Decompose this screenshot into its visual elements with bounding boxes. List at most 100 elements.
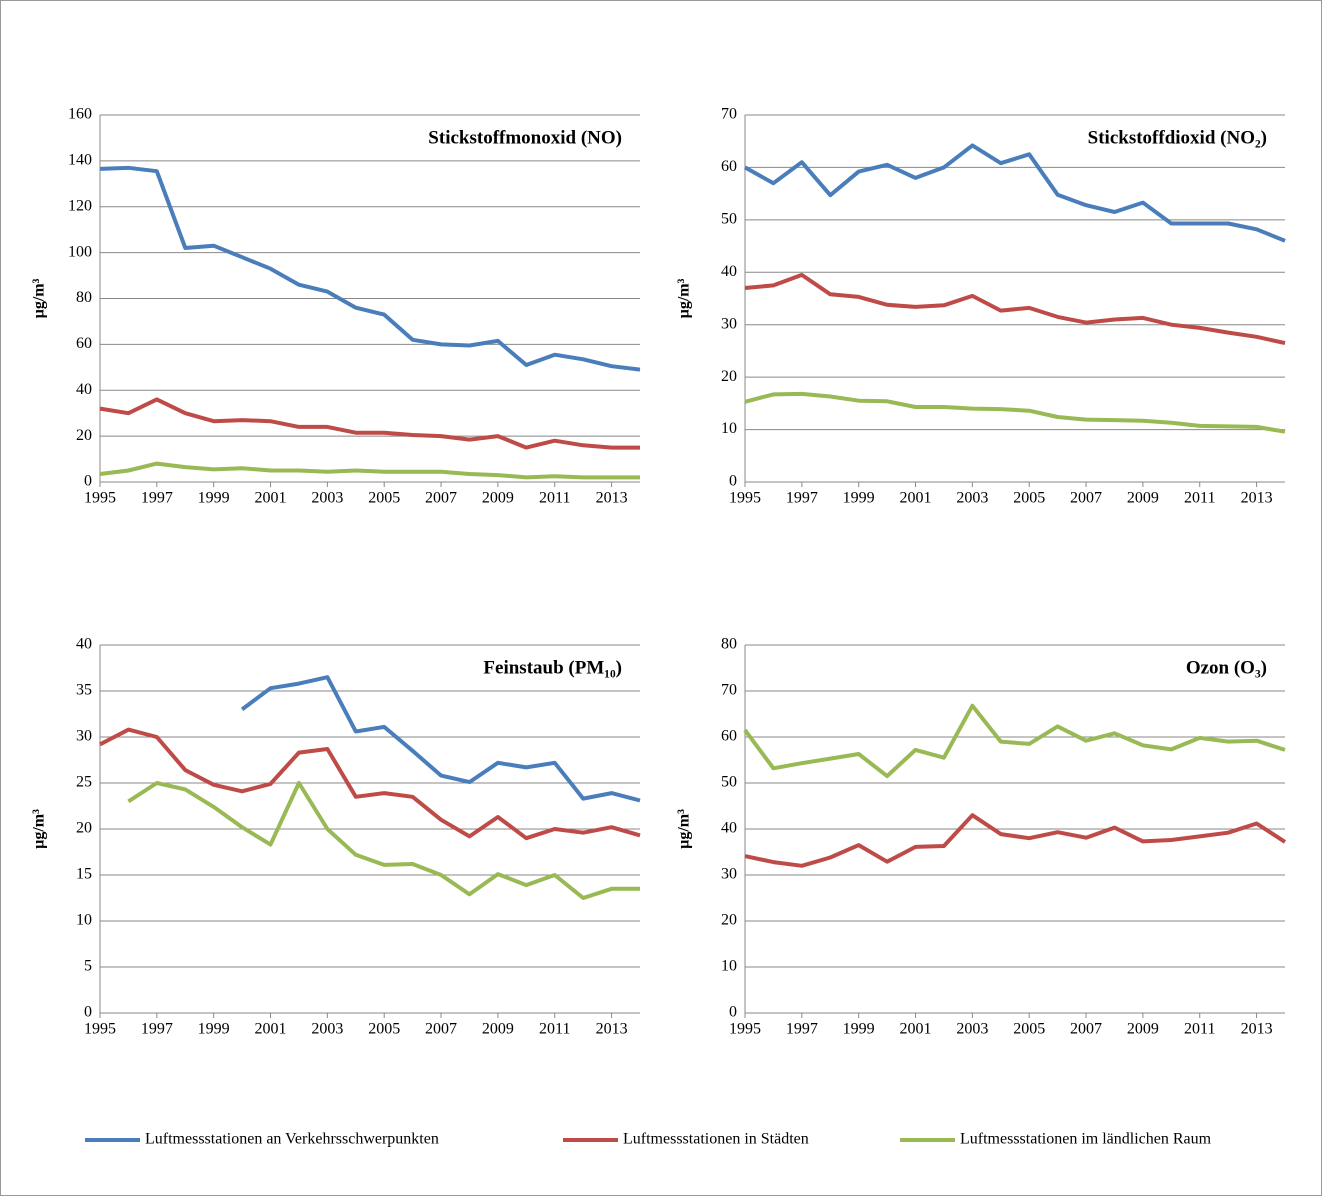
series-line <box>744 272 1286 346</box>
y-tick-label: 10 <box>721 420 737 437</box>
x-tick-label: 2009 <box>1127 1021 1159 1038</box>
x-tick-label: 2007 <box>1070 490 1102 507</box>
x-tick-label: 1997 <box>786 1021 818 1038</box>
y-tick-label: 160 <box>68 106 92 123</box>
y-tick-label: 10 <box>76 912 92 929</box>
x-tick-label: 2001 <box>255 490 287 507</box>
y-tick-label: 30 <box>76 728 92 745</box>
y-axis-label: µg/m³ <box>676 809 693 849</box>
x-tick-label: 1995 <box>729 490 761 507</box>
y-tick-label: 40 <box>721 263 737 280</box>
y-tick-label: 35 <box>76 682 92 699</box>
x-tick-label: 2003 <box>956 1021 988 1038</box>
y-tick-label: 50 <box>721 211 737 228</box>
y-tick-label: 60 <box>76 335 92 352</box>
x-tick-label: 1997 <box>141 490 173 507</box>
y-tick-label: 15 <box>76 866 92 883</box>
y-tick-label: 0 <box>84 1004 92 1021</box>
series-line <box>99 461 640 480</box>
x-tick-label: 1997 <box>786 490 818 507</box>
y-tick-label: 70 <box>721 106 737 123</box>
x-tick-label: 2013 <box>1241 1021 1273 1038</box>
x-tick-label: 1999 <box>843 490 875 507</box>
series-line <box>744 391 1286 434</box>
y-tick-label: 0 <box>84 473 92 490</box>
x-tick-label: 2009 <box>482 490 514 507</box>
series-line <box>744 813 1287 868</box>
y-tick-label: 120 <box>68 197 92 214</box>
series-line <box>744 143 1286 243</box>
y-tick-label: 70 <box>721 682 737 699</box>
y-tick-label: 0 <box>729 473 737 490</box>
x-tick-label: 2011 <box>1184 490 1215 507</box>
x-tick-label: 2003 <box>311 490 343 507</box>
legend-label: Luftmessstationen im ländlichen Raum <box>960 1131 1212 1148</box>
y-tick-label: 80 <box>721 636 737 653</box>
legend-label: Luftmessstationen in Städten <box>623 1131 809 1148</box>
y-tick-label: 20 <box>76 427 92 444</box>
y-tick-label: 140 <box>68 152 92 169</box>
y-tick-label: 30 <box>721 866 737 883</box>
y-tick-label: 80 <box>76 289 92 306</box>
y-tick-label: 60 <box>721 728 737 745</box>
series-line <box>99 165 641 372</box>
x-tick-label: 2007 <box>1070 1021 1102 1038</box>
chart-title: Feinstaub (PM₁₀) <box>483 657 622 678</box>
y-axis-label: µg/m³ <box>31 278 48 318</box>
y-tick-label: 0 <box>729 1004 737 1021</box>
x-tick-label: 2001 <box>900 490 932 507</box>
y-tick-label: 40 <box>76 636 92 653</box>
x-tick-label: 1999 <box>198 1021 230 1038</box>
x-tick-label: 1997 <box>141 1021 173 1038</box>
x-tick-label: 1999 <box>198 490 230 507</box>
x-tick-label: 2011 <box>539 490 570 507</box>
chart-title: Ozon (O₃) <box>1186 657 1267 678</box>
x-tick-label: 2013 <box>1241 490 1273 507</box>
chart-title: Stickstoffmonoxid (NO) <box>428 127 622 148</box>
y-tick-label: 20 <box>721 912 737 929</box>
legend-label: Luftmessstationen an Verkehrsschwerpunkt… <box>145 1131 439 1148</box>
series-line <box>99 397 640 450</box>
y-tick-label: 40 <box>721 820 737 837</box>
y-tick-label: 40 <box>76 381 92 398</box>
x-tick-label: 2013 <box>596 490 628 507</box>
y-tick-label: 20 <box>76 820 92 837</box>
x-tick-label: 2003 <box>311 1021 343 1038</box>
series-line <box>127 781 640 900</box>
x-tick-label: 1995 <box>84 490 116 507</box>
x-tick-label: 2005 <box>368 490 400 507</box>
x-tick-label: 2011 <box>1184 1021 1215 1038</box>
x-tick-label: 1995 <box>84 1021 116 1038</box>
x-tick-label: 1999 <box>843 1021 875 1038</box>
x-tick-label: 2011 <box>539 1021 570 1038</box>
x-tick-label: 2005 <box>1013 1021 1045 1038</box>
y-tick-label: 60 <box>721 158 737 175</box>
y-tick-label: 50 <box>721 774 737 791</box>
series-line <box>743 703 1286 779</box>
y-tick-label: 10 <box>721 958 737 975</box>
x-tick-label: 2009 <box>1127 490 1159 507</box>
x-tick-label: 2001 <box>900 1021 932 1038</box>
y-axis-label: µg/m³ <box>31 809 48 849</box>
series-line <box>99 727 641 841</box>
x-tick-label: 2005 <box>368 1021 400 1038</box>
series-line <box>240 675 641 803</box>
x-tick-label: 2007 <box>425 1021 457 1038</box>
chart-title: Stickstoffdioxid (NO₂) <box>1088 127 1267 148</box>
y-axis-label: µg/m³ <box>676 278 693 318</box>
x-tick-label: 1995 <box>729 1021 761 1038</box>
y-tick-label: 30 <box>721 315 737 332</box>
y-tick-label: 100 <box>68 243 92 260</box>
y-tick-label: 5 <box>84 958 92 975</box>
x-tick-label: 2003 <box>956 490 988 507</box>
x-tick-label: 2009 <box>482 1021 514 1038</box>
y-tick-label: 25 <box>76 774 92 791</box>
x-tick-label: 2001 <box>255 1021 287 1038</box>
y-tick-label: 20 <box>721 368 737 385</box>
x-tick-label: 2005 <box>1013 490 1045 507</box>
x-tick-label: 2013 <box>596 1021 628 1038</box>
x-tick-label: 2007 <box>425 490 457 507</box>
